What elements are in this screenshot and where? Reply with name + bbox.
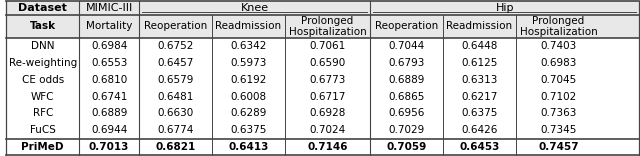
Text: 0.6590: 0.6590 bbox=[309, 58, 346, 68]
Text: 0.7363: 0.7363 bbox=[540, 108, 577, 118]
Text: 0.7061: 0.7061 bbox=[309, 41, 346, 51]
Text: PriMeD: PriMeD bbox=[22, 142, 64, 152]
Text: 0.7403: 0.7403 bbox=[540, 41, 577, 51]
Text: 0.7059: 0.7059 bbox=[387, 142, 427, 152]
Text: Prolonged
Hospitalization: Prolonged Hospitalization bbox=[289, 16, 367, 37]
Text: 0.6984: 0.6984 bbox=[91, 41, 127, 51]
Text: 0.6413: 0.6413 bbox=[228, 142, 269, 152]
Text: 0.6453: 0.6453 bbox=[460, 142, 500, 152]
Text: Reoperation: Reoperation bbox=[375, 21, 438, 31]
Text: 0.6774: 0.6774 bbox=[157, 125, 194, 135]
Text: 0.6944: 0.6944 bbox=[91, 125, 127, 135]
Text: 0.6481: 0.6481 bbox=[157, 92, 194, 102]
Text: 0.6313: 0.6313 bbox=[461, 75, 498, 85]
Text: CE odds: CE odds bbox=[22, 75, 64, 85]
Text: 0.6579: 0.6579 bbox=[157, 75, 194, 85]
Text: Mortality: Mortality bbox=[86, 21, 132, 31]
Text: 0.6983: 0.6983 bbox=[540, 58, 577, 68]
Text: Re-weighting: Re-weighting bbox=[8, 58, 77, 68]
Text: 0.6956: 0.6956 bbox=[388, 108, 425, 118]
Text: 0.6192: 0.6192 bbox=[230, 75, 267, 85]
Bar bbox=[6, 1, 639, 15]
Text: 0.7102: 0.7102 bbox=[540, 92, 577, 102]
Text: 0.6448: 0.6448 bbox=[461, 41, 498, 51]
Text: 0.6889: 0.6889 bbox=[388, 75, 425, 85]
Text: FuCS: FuCS bbox=[29, 125, 56, 135]
Text: 0.6752: 0.6752 bbox=[157, 41, 194, 51]
Text: 0.6426: 0.6426 bbox=[461, 125, 498, 135]
Text: 0.5973: 0.5973 bbox=[230, 58, 267, 68]
Text: 0.6375: 0.6375 bbox=[230, 125, 267, 135]
Text: DNN: DNN bbox=[31, 41, 54, 51]
Text: 0.6375: 0.6375 bbox=[461, 108, 498, 118]
Text: RFC: RFC bbox=[33, 108, 53, 118]
Text: WFC: WFC bbox=[31, 92, 54, 102]
Text: 0.6793: 0.6793 bbox=[388, 58, 425, 68]
Text: Task: Task bbox=[29, 21, 56, 31]
Text: 0.6717: 0.6717 bbox=[309, 92, 346, 102]
Text: 0.6889: 0.6889 bbox=[91, 108, 127, 118]
Text: Dataset: Dataset bbox=[19, 3, 67, 13]
Text: 0.6342: 0.6342 bbox=[230, 41, 267, 51]
Text: 0.6289: 0.6289 bbox=[230, 108, 267, 118]
Text: 0.6553: 0.6553 bbox=[91, 58, 127, 68]
Text: 0.6008: 0.6008 bbox=[230, 92, 266, 102]
Text: Readmission: Readmission bbox=[447, 21, 513, 31]
Text: 0.7029: 0.7029 bbox=[388, 125, 425, 135]
Text: 0.7044: 0.7044 bbox=[388, 41, 425, 51]
Text: 0.7457: 0.7457 bbox=[538, 142, 579, 152]
Text: Reoperation: Reoperation bbox=[144, 21, 207, 31]
Text: 0.6865: 0.6865 bbox=[388, 92, 425, 102]
Bar bbox=[6, 15, 639, 38]
Text: 0.7146: 0.7146 bbox=[307, 142, 348, 152]
Text: 0.7013: 0.7013 bbox=[89, 142, 129, 152]
Text: Hip: Hip bbox=[495, 3, 514, 13]
Text: 0.7045: 0.7045 bbox=[540, 75, 577, 85]
Text: 0.6810: 0.6810 bbox=[91, 75, 127, 85]
Text: 0.6928: 0.6928 bbox=[309, 108, 346, 118]
Text: 0.6217: 0.6217 bbox=[461, 92, 498, 102]
Text: 0.6630: 0.6630 bbox=[157, 108, 194, 118]
Text: 0.7345: 0.7345 bbox=[540, 125, 577, 135]
Text: 0.6125: 0.6125 bbox=[461, 58, 498, 68]
Text: 0.6741: 0.6741 bbox=[91, 92, 127, 102]
Text: Prolonged
Hospitalization: Prolonged Hospitalization bbox=[520, 16, 598, 37]
Text: 0.7024: 0.7024 bbox=[309, 125, 346, 135]
Text: Knee: Knee bbox=[241, 3, 269, 13]
Text: MIMIC-III: MIMIC-III bbox=[86, 3, 132, 13]
Text: 0.6457: 0.6457 bbox=[157, 58, 194, 68]
Text: Readmission: Readmission bbox=[216, 21, 282, 31]
Text: 0.6821: 0.6821 bbox=[156, 142, 196, 152]
Text: 0.6773: 0.6773 bbox=[309, 75, 346, 85]
